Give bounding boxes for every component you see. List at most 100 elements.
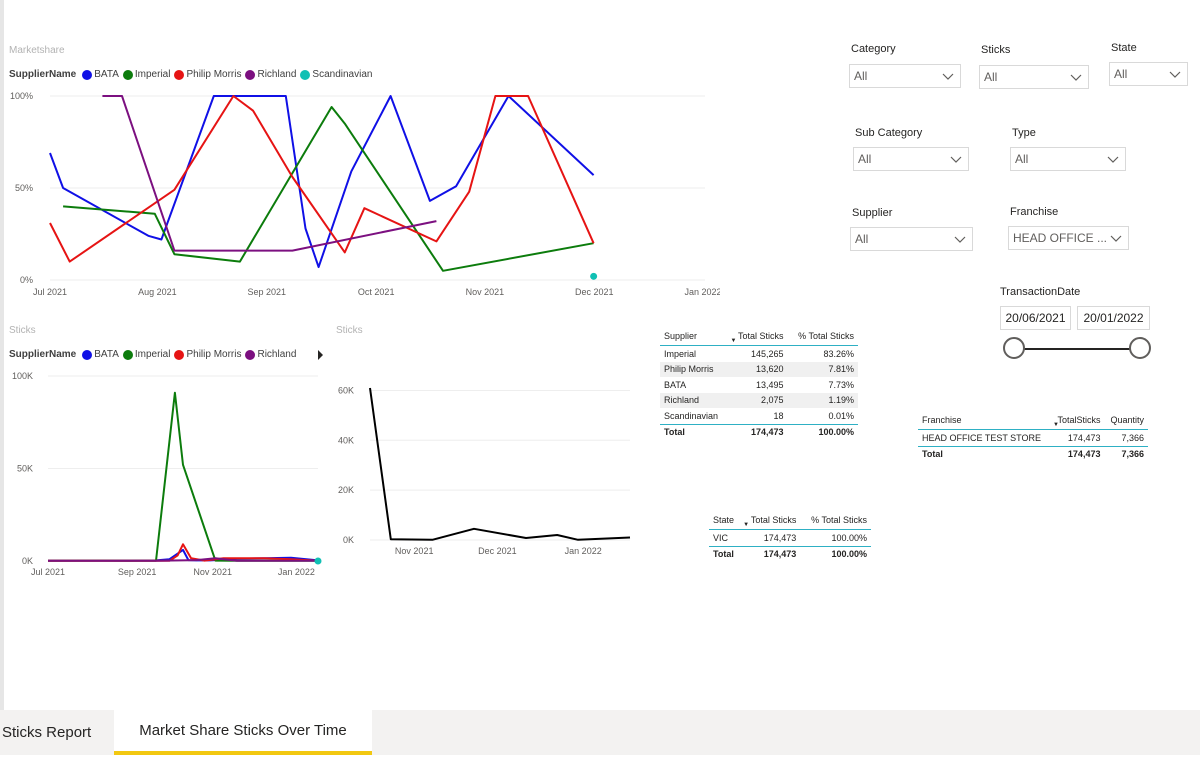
page-tab-bar: Sticks Report Market Share Sticks Over T… — [0, 710, 1200, 755]
table-row[interactable]: BATA 13,495 7.73% — [664, 379, 854, 390]
series-line-richland — [102, 95, 437, 252]
x-tick-label: Oct 2021 — [358, 287, 395, 297]
supplier-table: Supplier Total Sticks ▼ % Total Sticks Im… — [660, 327, 858, 440]
column-header-franchise[interactable]: Franchise — [918, 411, 1052, 430]
table-row[interactable]: Imperial 145,265 83.26% — [664, 348, 854, 359]
range-end-handle[interactable] — [1129, 337, 1151, 359]
state-slicer-title: State — [1111, 42, 1137, 54]
x-tick-label: Jul 2021 — [31, 567, 65, 577]
legend-item-richland[interactable]: Richland — [245, 349, 296, 360]
series-point-scandinavian — [314, 557, 322, 565]
start-date-input[interactable]: 20/06/2021 — [1000, 306, 1071, 330]
sticks-supplier-chart-title: Sticks — [9, 325, 36, 336]
x-tick-label: Nov 2021 — [395, 546, 434, 556]
y-tick-label: 0% — [20, 275, 33, 285]
sticks-legend: SupplierName BATA Imperial Philip Morris… — [9, 349, 300, 360]
column-header-total-sticks[interactable]: TotalSticks ▼ — [1051, 411, 1105, 430]
y-tick-label: 40K — [338, 435, 354, 445]
legend-item-philip-morris[interactable]: Philip Morris — [174, 349, 241, 360]
x-tick-label: Dec 2021 — [575, 287, 614, 297]
transaction-date-slicer-title: TransactionDate — [1000, 286, 1081, 298]
x-tick-label: Aug 2021 — [138, 287, 177, 297]
x-tick-label: Sep 2021 — [248, 287, 287, 297]
column-header-state[interactable]: State — [709, 511, 742, 530]
chevron-down-icon — [1110, 235, 1122, 242]
category-dropdown[interactable]: All — [849, 64, 961, 88]
table-row[interactable]: Richland 2,075 1.19% — [660, 392, 858, 408]
x-tick-label: Jan 2022 — [278, 567, 315, 577]
y-tick-label: 50K — [17, 464, 33, 474]
tab-sticks-report[interactable]: Sticks Report — [2, 724, 92, 741]
series-line-philip-morris — [49, 95, 595, 263]
y-tick-label: 0K — [22, 556, 33, 566]
category-slicer-title: Category — [851, 43, 896, 55]
legend-label: SupplierName — [9, 69, 77, 80]
series-line-philip-morris — [48, 543, 319, 562]
series-line-total — [369, 387, 631, 541]
end-date-input[interactable]: 20/01/2022 — [1077, 306, 1150, 330]
column-header-quantity[interactable]: Quantity — [1104, 411, 1148, 430]
type-slicer-title: Type — [1012, 127, 1036, 139]
table-row[interactable]: HEAD OFFICE TEST STORE 174,473 7,366 — [922, 432, 1144, 443]
column-header-total-sticks[interactable]: Total Sticks ▼ — [728, 327, 788, 346]
sticks-total-chart-title: Sticks — [336, 325, 363, 336]
x-tick-label: Jan 2022 — [685, 287, 720, 297]
sort-desc-icon: ▼ — [743, 522, 750, 528]
sticks-dropdown[interactable]: All — [979, 65, 1089, 89]
date-range-track — [1015, 348, 1140, 350]
chevron-down-icon — [1070, 74, 1082, 81]
supplier-dropdown[interactable]: All — [850, 227, 973, 251]
y-tick-label: 100K — [12, 371, 33, 381]
x-tick-label: Nov 2021 — [193, 567, 232, 577]
chevron-down-icon — [1107, 156, 1119, 163]
column-header-total-sticks[interactable]: Total Sticks ▼ — [741, 511, 801, 530]
series-point-scandinavian — [590, 272, 598, 280]
legend-item-bata[interactable]: BATA — [82, 69, 119, 80]
legend-item-scandinavian[interactable]: Scandinavian — [300, 69, 372, 80]
chevron-down-icon — [1169, 71, 1181, 78]
legend-item-richland[interactable]: Richland — [245, 69, 296, 80]
legend-item-imperial[interactable]: Imperial — [122, 349, 170, 360]
sub-category-dropdown[interactable]: All — [853, 147, 969, 171]
y-tick-label: 50% — [15, 183, 33, 193]
column-header-pct-total-sticks[interactable]: % Total Sticks — [800, 511, 871, 530]
franchise-slicer-title: Franchise — [1010, 206, 1059, 218]
state-table: State Total Sticks ▼ % Total Sticks VIC 17… — [709, 511, 871, 562]
table-row[interactable]: Philip Morris 13,620 7.81% — [660, 361, 858, 377]
series-line-richland — [48, 557, 318, 562]
x-tick-label: Jan 2022 — [565, 546, 602, 556]
table-total-row: Total 174,473 100.00% — [709, 545, 871, 562]
y-tick-label: 100% — [10, 91, 33, 101]
x-tick-label: Nov 2021 — [466, 287, 505, 297]
table-row[interactable]: Scandinavian 18 0.01% — [664, 410, 854, 421]
chevron-down-icon — [954, 236, 966, 243]
legend-item-philip-morris[interactable]: Philip Morris — [174, 69, 241, 80]
x-tick-label: Dec 2021 — [478, 546, 517, 556]
legend-next-arrow-icon[interactable] — [318, 350, 323, 360]
column-header-supplier[interactable]: Supplier — [660, 327, 729, 346]
franchise-dropdown[interactable]: HEAD OFFICE ... — [1008, 226, 1129, 250]
tab-market-share-sticks-over-time[interactable]: Market Share Sticks Over Time — [114, 710, 372, 755]
left-scroll-edge — [0, 0, 4, 710]
legend-item-bata[interactable]: BATA — [82, 349, 119, 360]
sticks-supplier-line-chart[interactable]: 0K 50K 100K Jul 2021 Sep 2021 Nov 2021 Jan 202… — [0, 365, 330, 585]
legend-item-imperial[interactable]: Imperial — [122, 69, 170, 80]
chevron-down-icon — [942, 73, 954, 80]
supplier-slicer-title: Supplier — [852, 207, 893, 219]
table-total-row: Total 174,473 7,366 — [918, 445, 1148, 462]
state-dropdown[interactable]: All — [1109, 62, 1188, 86]
series-line-bata — [49, 95, 595, 269]
type-dropdown[interactable]: All — [1010, 147, 1126, 171]
x-tick-label: Sep 2021 — [118, 567, 157, 577]
marketshare-line-chart[interactable]: 0% 50% 100% Jul 2021 Aug 2021 Sep 2021 Oct 202… — [0, 85, 720, 300]
marketshare-chart-title: Marketshare — [9, 45, 65, 56]
sort-desc-icon: ▼ — [1053, 422, 1059, 428]
column-header-pct-total-sticks[interactable]: % Total Sticks — [787, 327, 858, 346]
chevron-down-icon — [950, 156, 962, 163]
sticks-total-line-chart[interactable]: 0K 20K 40K 60K Nov 2021 Dec 2021 Jan 2022 — [330, 365, 640, 565]
table-row[interactable]: VIC 174,473 100.00% — [713, 532, 867, 543]
sort-desc-icon: ▼ — [730, 338, 737, 344]
franchise-table: Franchise TotalSticks ▼ Quantity HEAD OFF… — [918, 411, 1148, 462]
range-start-handle[interactable] — [1003, 337, 1025, 359]
marketshare-legend: SupplierName BATA Imperial Philip Morris… — [9, 69, 376, 80]
